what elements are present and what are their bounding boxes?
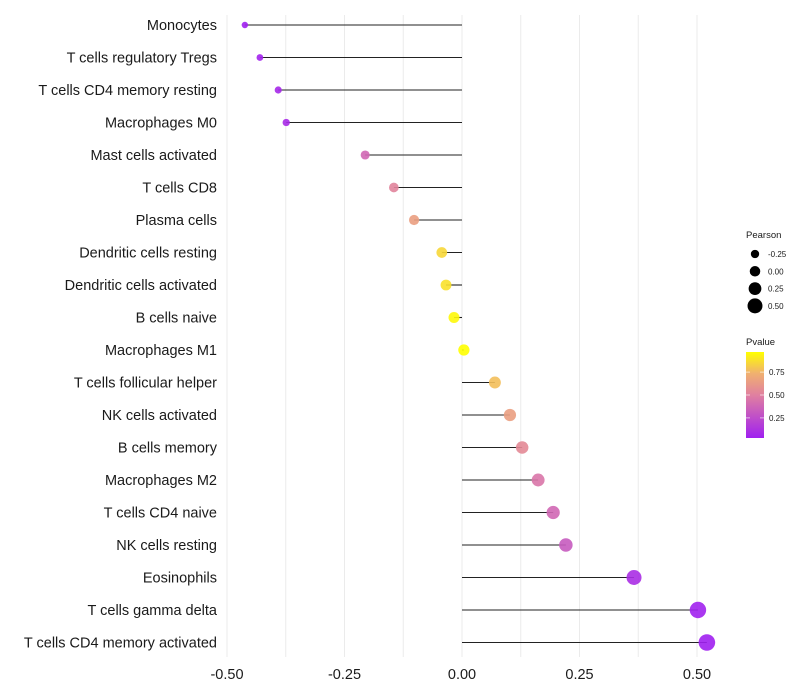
color-legend-title: Pvalue (746, 337, 775, 348)
color-legend-label: 0.50 (769, 391, 785, 400)
lollipop-point (440, 279, 452, 291)
color-legend-ticks: 0.75 0.50 0.25 (746, 368, 785, 423)
lollipop-point (360, 150, 370, 160)
y-axis-label: T cells CD4 memory resting (38, 83, 217, 99)
y-axis-label: NK cells resting (116, 538, 217, 554)
color-bar (746, 352, 764, 438)
y-axis-label: B cells memory (118, 441, 218, 457)
x-axis-ticks: -0.50 -0.25 0.00 0.25 0.50 (210, 667, 711, 683)
y-axis-label: T cells follicular helper (74, 376, 217, 392)
lollipop-point (546, 505, 560, 520)
grid-lines (226, 15, 698, 657)
y-axis-label: Mast cells activated (90, 148, 217, 164)
lollipop-point (626, 569, 642, 586)
x-tick-label: -0.50 (210, 667, 243, 683)
y-axis-label: B cells naive (136, 311, 217, 327)
y-axis-label: Macrophages M2 (105, 473, 217, 489)
size-legend-label: 0.25 (768, 285, 784, 294)
size-legend: -0.25 0.00 0.25 0.50 (747, 249, 787, 314)
y-axis-label: Macrophages M1 (105, 343, 217, 359)
size-legend-label: 0.50 (768, 302, 784, 311)
y-axis-label: T cells CD4 memory activated (24, 636, 217, 652)
y-axis-label: T cells gamma delta (88, 603, 218, 619)
lollipop-point (241, 21, 249, 29)
size-legend-label: -0.25 (768, 250, 787, 259)
y-axis-label: Eosinophils (143, 571, 217, 587)
y-axis-labels: Monocytes T cells regulatory Tregs T cell… (24, 18, 218, 652)
color-legend-label: 0.75 (769, 368, 785, 377)
y-axis-label: NK cells activated (102, 408, 217, 424)
lollipop-point (458, 344, 470, 356)
y-axis-label: Dendritic cells resting (79, 246, 217, 262)
x-tick-label: -0.25 (328, 667, 361, 683)
x-tick-label: 0.50 (683, 667, 711, 683)
size-legend-key (747, 298, 763, 314)
y-axis-label: Macrophages M0 (105, 116, 217, 132)
size-legend-key (748, 282, 762, 295)
y-axis-label: T cells CD4 naive (104, 506, 217, 522)
lollipop-point (256, 54, 264, 61)
lollipop-point (408, 214, 420, 226)
lollipop-stems (244, 24, 707, 644)
y-axis-label: T cells CD8 (142, 181, 217, 197)
lollipop-point (282, 118, 290, 127)
color-legend-label: 0.25 (769, 414, 785, 423)
lollipop-point (559, 538, 573, 552)
size-legend-title: Pearson (746, 230, 781, 241)
legend: Pearson -0.25 0.00 0.25 0.50 Pvalue 0.75 0.5… (746, 230, 787, 438)
lollipop-point (448, 311, 460, 324)
lollipop-point (515, 441, 529, 454)
y-axis-label: Monocytes (147, 18, 217, 34)
lollipop-point (698, 634, 716, 651)
size-legend-key (749, 266, 761, 277)
lollipop-point (689, 601, 707, 619)
lollipop-point (274, 86, 282, 94)
lollipop-point (436, 247, 448, 258)
y-axis-label: T cells regulatory Tregs (67, 51, 217, 67)
size-legend-label: 0.00 (768, 267, 784, 276)
lollipop-points (241, 21, 716, 651)
y-axis-label: Dendritic cells activated (65, 278, 217, 294)
lollipop-point (389, 182, 399, 193)
y-axis-label: Plasma cells (136, 213, 217, 229)
lollipop-point (531, 473, 545, 487)
x-tick-label: 0.25 (565, 667, 593, 683)
lollipop-point (488, 376, 501, 389)
x-tick-label: 0.00 (448, 667, 476, 683)
lollipop-point (503, 408, 517, 422)
size-legend-key (750, 249, 760, 259)
